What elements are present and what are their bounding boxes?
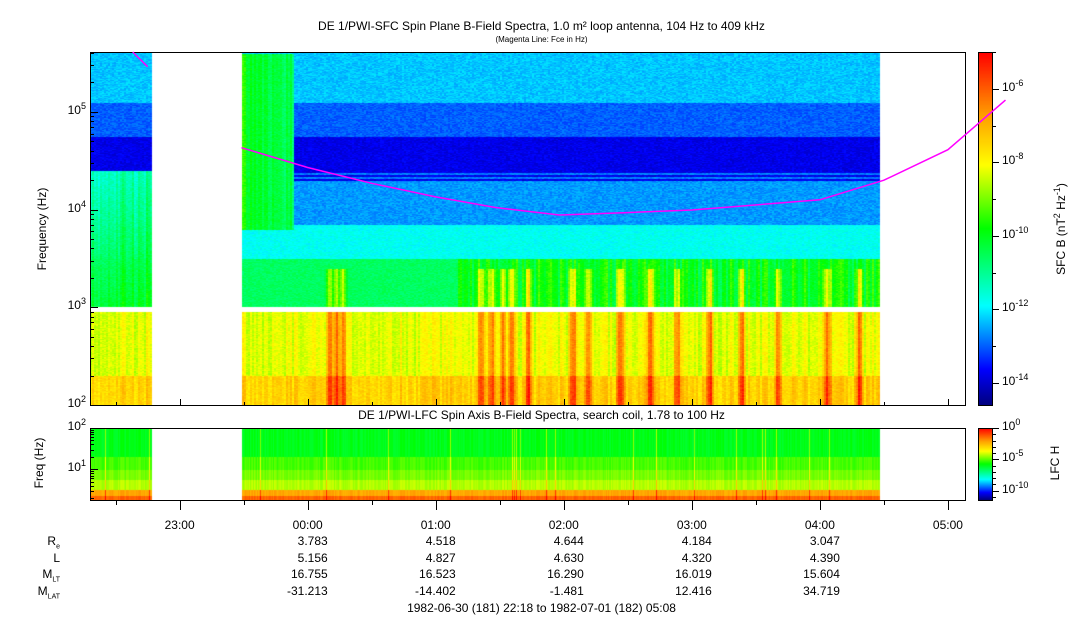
ephemeris-value: 3.047 [809, 534, 840, 548]
sfc-plot-frame [90, 52, 966, 406]
sfc-y-tick-label: 102 [67, 394, 86, 410]
time-tick-label: 05:00 [932, 518, 963, 532]
cb-label-sup: -1 [1052, 187, 1062, 196]
lfc-colorbar-tick-label: 100 [1002, 417, 1021, 433]
sfc-subtitle: (Magenta Line: Fce in Hz) [495, 35, 588, 44]
ephemeris-value: -1.481 [549, 583, 584, 598]
lfc-y-tick-label: 101 [67, 458, 86, 475]
ephemeris-value: 12.416 [675, 583, 712, 598]
fce-line [241, 99, 1006, 216]
cb-label-part: Hz [1054, 195, 1068, 214]
sfc-colorbar-tick-label: 10-8 [1002, 151, 1024, 168]
sfc-colorbar [978, 52, 992, 405]
ephemeris-value: 4.320 [681, 550, 712, 565]
ephemeris-value: 16.523 [419, 567, 456, 581]
ephemeris-value: 4.630 [553, 550, 584, 565]
time-tick-label: 04:00 [804, 518, 835, 532]
time-tick-label: 23:00 [164, 518, 195, 532]
time-tick-label: 00:00 [292, 518, 323, 532]
lfc-plot-frame [90, 428, 966, 501]
sfc-ylabel: Frequency (Hz) [35, 187, 49, 271]
sfc-title: DE 1/PWI-SFC Spin Plane B-Field Spectra,… [318, 19, 765, 33]
ephemeris-value: -31.213 [286, 583, 328, 598]
sfc-colorbar-frame [978, 52, 993, 406]
sfc-y-tick-label: 103 [67, 296, 86, 313]
cb-label-sup: 2 [1052, 213, 1062, 219]
lfc-title: DE 1/PWI-LFC Spin Axis B-Field Spectra, … [358, 408, 725, 422]
sfc-spectrogram [90, 52, 965, 405]
sfc-y-tick-label: 104 [67, 198, 86, 215]
ephemeris-value: 4.827 [425, 550, 456, 565]
ephemeris-value: 3.783 [297, 534, 328, 548]
lfc-y-tick-label: 102 [67, 417, 86, 433]
lfc-spectrogram [90, 428, 965, 500]
ephemeris-value: 5.156 [297, 550, 328, 565]
ephemeris-label-mlat: MLAT [37, 583, 60, 600]
sfc-colorbar-label: SFC B (nT2 Hz-1) [1052, 159, 1068, 299]
sfc-colorbar-tick-label: 10-12 [1002, 298, 1029, 315]
time-tick-label: 02:00 [548, 518, 579, 532]
ephemeris-value: 4.518 [425, 534, 456, 548]
fce-line [132, 51, 149, 68]
ephemeris-value: 16.019 [675, 567, 712, 581]
ephemeris-label-mlt: MLT [42, 567, 60, 584]
lfc-colorbar [978, 428, 992, 500]
ephemeris-value: 15.604 [803, 567, 840, 581]
sfc-colorbar-tick-label: 10-6 [1002, 77, 1024, 94]
cb-label-part: SFC B (nT [1054, 218, 1068, 275]
lfc-colorbar-frame [978, 428, 993, 501]
sfc-colorbar-tick-label: 10-10 [1002, 224, 1029, 241]
ephemeris-value: 16.755 [290, 567, 328, 581]
sfc-y-tick-label: 105 [67, 100, 86, 117]
ephemeris-value: 34.719 [803, 583, 840, 598]
ephemeris-value: 4.390 [809, 550, 840, 565]
cb-label-part: ) [1054, 183, 1068, 188]
ephemeris-value: 16.290 [547, 567, 584, 581]
lfc-colorbar-tick-label: 10-5 [1002, 448, 1024, 465]
lfc-colorbar-label: LFC H [1048, 445, 1062, 481]
ephemeris-value: -14.402 [415, 583, 456, 598]
ephemeris-value: 4.184 [681, 534, 712, 548]
time-tick-label: 03:00 [676, 518, 707, 532]
ephemeris-label-l: L [53, 550, 60, 565]
lfc-colorbar-tick-label: 10-10 [1002, 479, 1029, 496]
ephemeris-label-re: Re [47, 534, 60, 551]
time-range: 1982-06-30 (181) 22:18 to 1982-07-01 (18… [407, 601, 676, 615]
ephemeris-value: 4.644 [553, 534, 584, 548]
sfc-colorbar-tick-label: 10-14 [1002, 371, 1029, 388]
time-tick-label: 01:00 [420, 518, 451, 532]
